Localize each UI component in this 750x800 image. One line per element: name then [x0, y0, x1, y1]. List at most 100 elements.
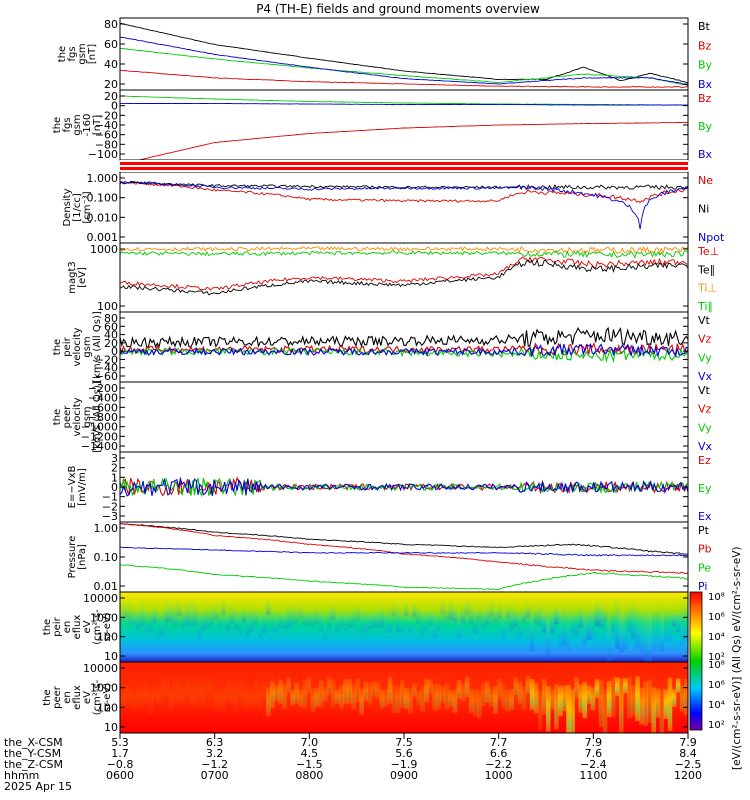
series-line-Te⊥	[120, 256, 688, 291]
ylabel-efield: E=−VxB [mV/m]	[67, 466, 88, 509]
ytick-label: 1	[111, 471, 118, 484]
legend-item: Vt	[698, 384, 711, 397]
ylabel-line: [km/s (All Qs)]	[92, 381, 103, 453]
ytick-label: −60	[95, 370, 118, 383]
ylabel-peer_spec: the peer en eflux eV (cm²-s-sr-eV)	[42, 679, 113, 715]
ylabel-line: the	[42, 689, 53, 705]
xtick-label: 7.7	[490, 736, 508, 749]
legend-item: Ni	[698, 203, 709, 216]
series-line-Pe	[120, 564, 688, 591]
panel-density: 1.000 0.100 0.010 0.001 Density [1/cc] [cm⁻³] N…	[62, 171, 725, 244]
series-line-Ti⊥	[120, 245, 688, 255]
ytick-label: 1000	[90, 243, 118, 256]
series-line-Pi	[120, 546, 688, 557]
ylabel-line: peir	[62, 336, 73, 356]
panel-fgs2: 200−20−40−60−80−100 the fgs gsm -160 [nT] Bz By…	[52, 89, 713, 161]
mode-bar-top	[120, 162, 688, 165]
series-line-Bx	[120, 102, 688, 106]
ytick-label: −60	[95, 129, 118, 142]
legend-pressure: Pt Pb Pe Pi	[698, 524, 712, 593]
legend-item: Ez	[698, 454, 711, 467]
xtick-label: 7.5	[395, 736, 413, 749]
colorbar-tick: 10⁴	[708, 632, 725, 643]
ytick-label: 10	[104, 650, 118, 663]
ylabel-line: eV	[82, 691, 93, 704]
legend-density: Ne Ni Npot	[698, 174, 725, 244]
ylabel-line: peer	[62, 405, 73, 429]
colorbar-label: [eV/(cm²-s-sr-eV)] (All Qs) eV/(cm²-s-sr…	[731, 546, 743, 770]
legend-item: Bz	[698, 92, 712, 105]
series-line-Bz	[138, 121, 688, 160]
ytick-label: −40	[95, 362, 118, 375]
ytick-label: −1000	[81, 421, 118, 434]
ytick-label: 80	[104, 312, 118, 325]
plot-title: P4 (TH-E) fields and ground moments over…	[256, 2, 540, 16]
mode-bar	[120, 160, 688, 172]
ylabel-line: gsm	[77, 43, 88, 64]
series-line-Ey	[120, 476, 688, 498]
ytick-label: 1000	[90, 682, 118, 695]
legend-item: Te⊥	[697, 245, 719, 258]
ylabel-line: sr-eV)	[102, 612, 113, 641]
colorbar-tick: 10⁶	[708, 680, 725, 691]
panel-frame	[119, 17, 689, 91]
ylabel-line: [mV/m]	[77, 468, 88, 506]
legend-item: Ti⊥	[697, 282, 717, 295]
panel-frame	[119, 521, 689, 593]
peer_spec-image	[120, 662, 688, 733]
ylabel-line: [nT]	[87, 44, 98, 64]
xtick-label: 0800	[295, 769, 323, 782]
ytick-label: −1400	[81, 440, 118, 453]
colorbar-tick: 10⁸	[708, 660, 725, 671]
xtick-label: 6.3	[206, 736, 224, 749]
mode-bar-bottom	[120, 167, 688, 170]
ylabel-line: [nT]	[92, 115, 103, 135]
ytick-label: 0.10	[94, 551, 119, 564]
ytick-label: 0	[111, 481, 118, 494]
ylabel-line: eV	[82, 620, 93, 633]
series-line-By	[120, 47, 688, 86]
legend-item: Vx	[698, 370, 713, 383]
legend-item: Bz	[698, 39, 712, 52]
series-line-By	[120, 95, 688, 106]
series-line-Pb	[120, 523, 688, 574]
xtick-label: 6.6	[490, 747, 508, 760]
ylabel-line: [nPa]	[77, 544, 88, 570]
legend-item: Ey	[698, 482, 712, 495]
ylabel-fgs: the fgs gsm [nT]	[57, 43, 98, 64]
ytick-label: −2	[102, 500, 118, 513]
ylabel-line: [eV]	[77, 267, 88, 288]
ylabel-line: peer	[52, 685, 63, 709]
panel-fgs: 80 60 40 20 the fgs gsm [nT] Bt Bz By Bx	[57, 17, 713, 91]
ylabel-line: the	[52, 117, 63, 133]
xtick-label: −1.2	[201, 758, 228, 771]
peir_spec-image	[120, 592, 688, 662]
legend-item: Vz	[698, 333, 712, 346]
ylabel-line: fgs	[67, 46, 78, 61]
xaxis-row-label: the_Z-CSM	[4, 758, 63, 771]
ytick-label: 20	[104, 90, 118, 103]
legend-item: By	[698, 59, 713, 72]
panel-frame	[119, 311, 689, 383]
ylabel-line: (cm²-s-	[92, 679, 103, 715]
series-line-Ne	[120, 180, 688, 204]
legend-item: Vt	[698, 314, 711, 327]
legend-item: Ex	[698, 510, 712, 523]
ytick-label: −800	[88, 411, 118, 424]
legend-item: Te∥	[697, 263, 715, 276]
series-line-Bx	[120, 36, 688, 86]
ylabel-line: eflux	[72, 685, 83, 710]
colorbar-tick: 10²	[708, 652, 725, 663]
panel-frame	[119, 171, 689, 244]
ytick-label: 20	[104, 78, 118, 91]
ylabel-line: peir	[52, 616, 63, 636]
ylabel-peer_v: the peer velocity gsm [km/s (All Qs)]	[52, 381, 103, 453]
legend-efield: Ez Ey Ex	[698, 454, 712, 523]
legend-item: Pt	[698, 524, 710, 537]
ylabel-temp: magt3 [eV]	[67, 261, 88, 294]
legend-item: Vy	[698, 351, 712, 364]
